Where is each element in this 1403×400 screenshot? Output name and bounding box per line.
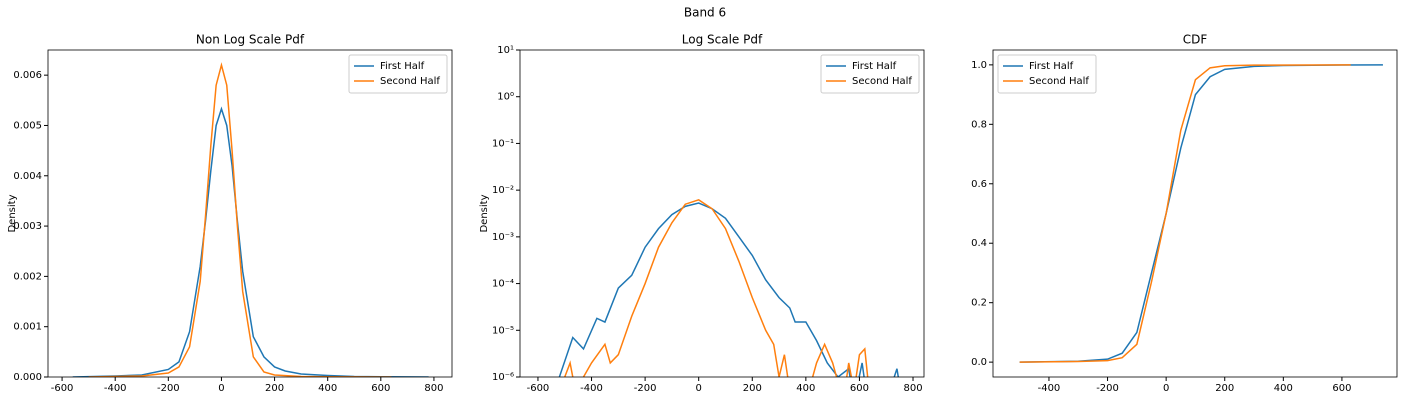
legend-label: Second Half [1029, 76, 1089, 87]
x-tick-label: 200 [743, 383, 762, 394]
y-tick-label: 10⁻⁴ [492, 279, 514, 290]
x-tick-label: -200 [157, 383, 180, 394]
y-tick-label: 10¹ [497, 45, 514, 56]
legend-label: First Half [1029, 61, 1074, 72]
legend: First Half Second Half [997, 54, 1097, 94]
x-tick-label: 400 [318, 383, 337, 394]
y-tick-label: 10⁻⁶ [492, 372, 514, 383]
y-tick-label: 1.0 [971, 60, 987, 71]
subplot: Non Log Scale Pdf Density -600 -400 -200 0 200… [7, 33, 453, 394]
y-tick-label: 0.003 [13, 221, 42, 232]
x-tick-label: -600 [51, 383, 74, 394]
y-tick-label: 0.006 [13, 70, 42, 81]
data-line [88, 62, 392, 377]
y-tick-label: 0.004 [13, 171, 42, 182]
x-tick-label: 600 [850, 383, 869, 394]
legend-label: Second Half [852, 76, 912, 87]
axes-frame [992, 49, 1398, 378]
legend-label: First Half [380, 61, 425, 72]
y-tick-label: 10⁻³ [492, 232, 514, 243]
axes-frame [519, 49, 925, 378]
x-tick-label: 600 [371, 383, 390, 394]
x-tick-label: 200 [1215, 383, 1234, 394]
y-tick-label: 0.0 [971, 357, 987, 368]
y-axis-label: Density [7, 194, 18, 232]
legend-box [820, 54, 920, 94]
y-tick-label: 0.6 [971, 179, 987, 190]
legend-label: Second Half [380, 76, 440, 87]
y-tick-label: 0.2 [971, 298, 987, 309]
legend-box [997, 54, 1097, 94]
x-tick-label: -400 [1038, 383, 1061, 394]
data-line [1019, 64, 1351, 363]
x-tick-label: -200 [1096, 383, 1119, 394]
subplot: CDF -400 -200 0 200 400 600 0.0 0.2 0.4 0.6 0.8 1.0 F… [971, 33, 1398, 394]
y-tick-label: 10⁻¹ [492, 138, 514, 149]
data-line [558, 202, 900, 377]
x-tick-label: -600 [527, 383, 550, 394]
data-line [72, 106, 429, 377]
legend-label: First Half [852, 61, 897, 72]
subplot-title: Log Scale Pdf [682, 33, 763, 47]
x-tick-label: 0 [696, 383, 702, 394]
y-tick-label: 10⁻² [492, 185, 514, 196]
x-tick-label: 800 [424, 383, 443, 394]
y-axis-label: Density [479, 194, 490, 232]
y-tick-label: 0.005 [13, 120, 42, 131]
y-tick-label: 0.002 [13, 271, 42, 282]
x-tick-label: 800 [903, 383, 922, 394]
x-tick-label: 400 [796, 383, 815, 394]
y-tick-label: 0.001 [13, 322, 42, 333]
y-tick-label: 10⁻⁵ [492, 325, 514, 336]
x-tick-label: -400 [104, 383, 127, 394]
axes-frame [47, 49, 453, 378]
subplot: Log Scale Pdf Density -600 -400 -200 0 200 400 6… [479, 33, 925, 394]
legend: First Half Second Half [348, 54, 448, 94]
x-tick-label: 200 [265, 383, 284, 394]
subplot-title: Non Log Scale Pdf [196, 33, 305, 47]
y-tick-label: 0.4 [971, 238, 987, 249]
x-tick-label: -400 [580, 383, 603, 394]
x-tick-label: 600 [1332, 383, 1351, 394]
y-tick-label: 0.8 [971, 119, 987, 130]
x-tick-label: -200 [634, 383, 657, 394]
legend-box [348, 54, 448, 94]
subplot-title: CDF [1183, 33, 1208, 47]
y-tick-label: 0.000 [13, 372, 42, 383]
x-tick-label: 400 [1274, 383, 1293, 394]
data-line [564, 199, 869, 377]
figure-title: Band 6 [684, 6, 726, 20]
legend: First Half Second Half [820, 54, 920, 94]
y-tick-label: 10⁰ [497, 92, 514, 103]
x-tick-label: 0 [1163, 383, 1169, 394]
x-tick-label: 0 [218, 383, 224, 394]
